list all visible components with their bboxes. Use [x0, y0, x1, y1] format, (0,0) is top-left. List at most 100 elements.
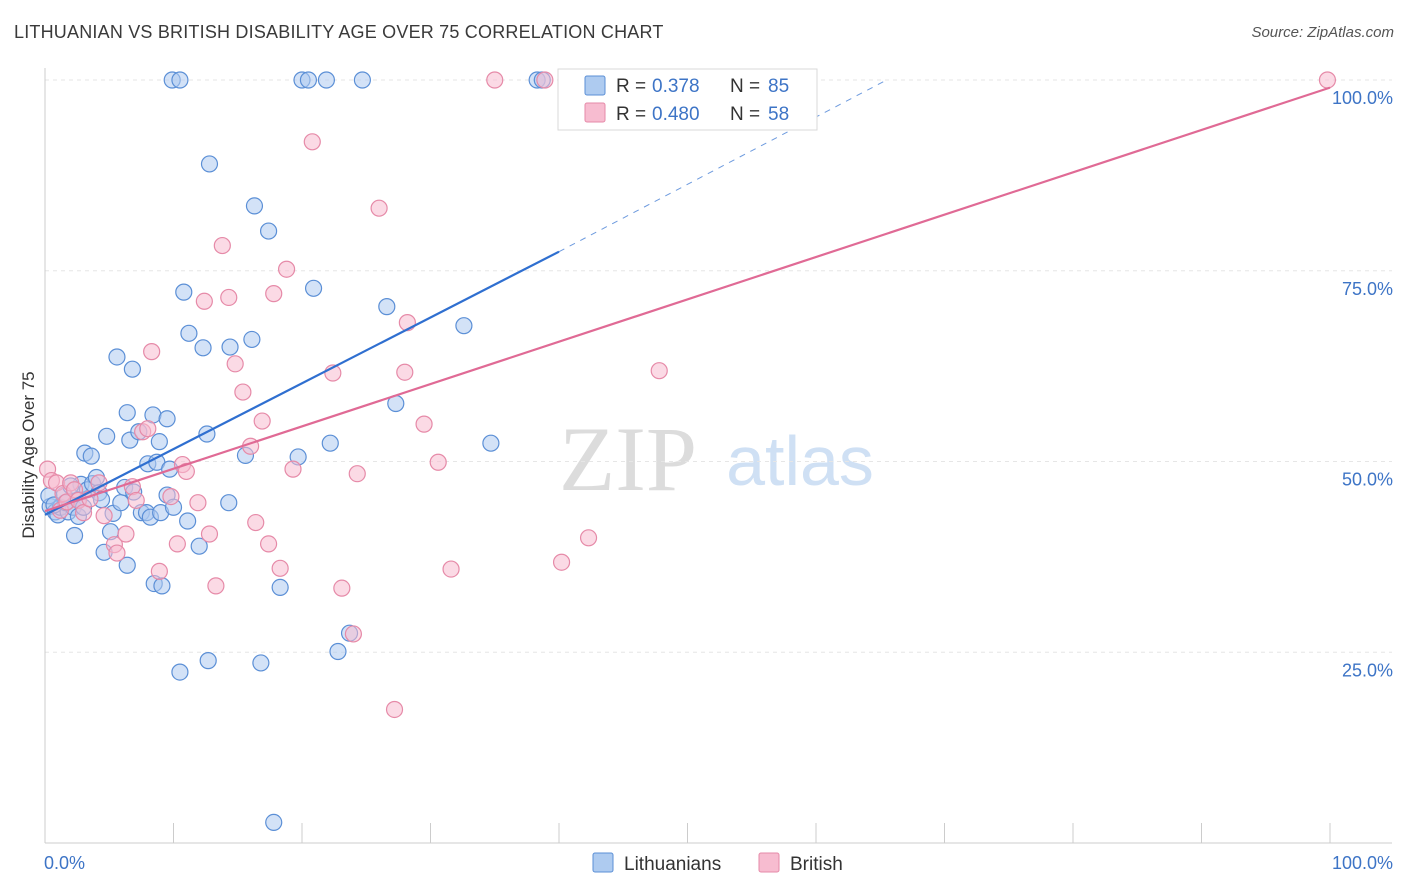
- lith-r-value: 0.378: [652, 76, 700, 97]
- brit-n-value: 58: [768, 104, 789, 125]
- y-tick-label: 100.0%: [1332, 88, 1393, 108]
- legend-lithuanians-label: Lithuanians: [624, 854, 721, 875]
- data-point: [168, 535, 186, 553]
- brit-r-value: 0.480: [652, 104, 700, 125]
- y-tick-labels: 25.0% 50.0% 75.0% 100.0%: [1332, 88, 1393, 680]
- data-point: [299, 71, 318, 89]
- watermark-zip: ZIP: [559, 408, 697, 510]
- data-point: [190, 537, 208, 555]
- data-point: [108, 544, 126, 562]
- data-point: [271, 578, 289, 596]
- data-point: [415, 415, 433, 433]
- brit-r-label: R =: [616, 104, 646, 125]
- brit-n-label: N =: [730, 104, 760, 125]
- data-point: [143, 343, 161, 361]
- lith-n-label: N =: [730, 76, 760, 97]
- data-point: [95, 507, 113, 525]
- data-point: [200, 155, 219, 173]
- grid-lines: [45, 79, 1392, 653]
- y-tick-label: 25.0%: [1342, 660, 1393, 680]
- stats-legend: R = 0.378 N = 85 R = 0.480 N = 58: [557, 68, 818, 131]
- data-point: [180, 324, 198, 342]
- data-point: [265, 285, 283, 303]
- data-point: [117, 525, 135, 543]
- data-point: [317, 71, 336, 89]
- data-point: [265, 813, 283, 831]
- data-point: [396, 363, 414, 381]
- data-point: [171, 663, 189, 681]
- data-point: [304, 279, 323, 297]
- data-point: [179, 512, 197, 530]
- data-point: [333, 579, 351, 597]
- data-point: [482, 434, 500, 452]
- data-point: [199, 652, 217, 670]
- data-point: [200, 525, 219, 543]
- y-tick-label: 50.0%: [1342, 470, 1393, 490]
- data-point: [303, 133, 321, 151]
- data-point: [175, 283, 193, 301]
- data-point: [226, 355, 244, 373]
- data-point: [150, 562, 168, 580]
- data-point: [329, 642, 347, 661]
- chart-title: LITHUANIAN VS BRITISH DISABILITY AGE OVE…: [14, 22, 664, 42]
- data-point: [158, 410, 176, 428]
- data-point: [247, 513, 265, 532]
- data-point: [552, 553, 571, 571]
- data-point: [378, 298, 396, 316]
- data-point: [536, 71, 554, 89]
- data-point: [82, 447, 100, 465]
- data-point: [150, 433, 168, 451]
- data-point: [650, 362, 668, 380]
- y-axis-title: Disability Age Over 75: [19, 371, 38, 538]
- data-point: [385, 700, 404, 719]
- data-point: [245, 197, 264, 215]
- data-point: [108, 348, 126, 366]
- lithuanians-points: [40, 71, 551, 831]
- data-point: [429, 453, 447, 471]
- data-point: [321, 434, 339, 452]
- data-point: [252, 654, 270, 672]
- data-point: [579, 529, 598, 547]
- data-point: [486, 71, 504, 89]
- data-point: [277, 260, 296, 278]
- data-point: [118, 404, 136, 422]
- data-point: [207, 577, 225, 595]
- data-point: [74, 504, 93, 522]
- lithuanians-trend-extension: [558, 79, 887, 253]
- data-point: [348, 465, 366, 483]
- data-point: [455, 317, 473, 335]
- data-point: [220, 494, 238, 512]
- data-point: [189, 494, 207, 512]
- data-point: [139, 420, 157, 438]
- data-point: [123, 360, 141, 378]
- x-tick-label-min: 0.0%: [44, 853, 85, 873]
- data-point: [259, 222, 278, 240]
- data-point: [112, 494, 130, 512]
- data-point: [98, 427, 116, 445]
- data-point: [220, 288, 238, 307]
- data-point: [234, 383, 252, 401]
- data-point: [162, 487, 180, 506]
- data-point: [194, 339, 212, 357]
- data-point: [271, 559, 289, 577]
- data-point: [1318, 71, 1337, 89]
- lith-n-value: 85: [768, 76, 789, 97]
- source-credit: Source: ZipAtlas.com: [1251, 24, 1394, 41]
- data-point: [344, 625, 362, 643]
- data-point: [221, 338, 239, 356]
- data-point: [118, 556, 136, 574]
- legend-lithuanians-swatch: [592, 852, 614, 873]
- lithuanians-swatch: [584, 75, 606, 96]
- data-point: [171, 71, 189, 89]
- axes: [44, 68, 1392, 844]
- data-point: [195, 292, 213, 310]
- lithuanians-trend-line: [44, 250, 560, 516]
- trend-lines: [44, 79, 1331, 516]
- british-points: [38, 71, 1337, 719]
- data-point: [370, 199, 388, 217]
- british-swatch: [584, 102, 606, 123]
- data-point: [243, 330, 261, 349]
- data-point: [213, 236, 231, 255]
- data-point: [284, 460, 302, 478]
